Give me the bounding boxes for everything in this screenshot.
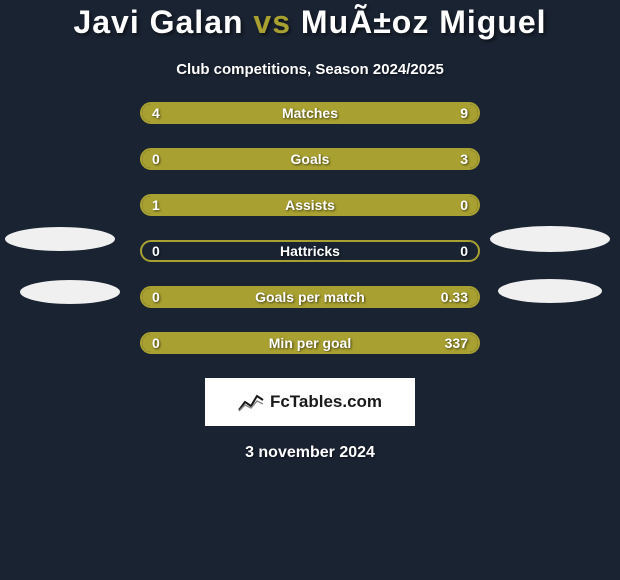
comparison-card: Javi Galan vs MuÃ±oz Miguel Club competi… — [0, 0, 620, 462]
player-photo-placeholder — [498, 279, 602, 303]
stat-row: 0 337 Min per goal — [140, 332, 480, 354]
player-photo-placeholder — [20, 280, 120, 304]
title-vs: vs — [253, 4, 291, 40]
player-photo-placeholder — [5, 227, 115, 251]
page-title: Javi Galan vs MuÃ±oz Miguel — [0, 4, 620, 41]
stat-value-right: 3 — [460, 151, 468, 167]
stat-label: Hattricks — [280, 243, 340, 259]
stat-value-left: 0 — [152, 289, 160, 305]
stat-bar-right — [226, 150, 478, 168]
stat-value-left: 1 — [152, 197, 160, 213]
logo-box: FcTables.com — [205, 378, 415, 426]
stat-row: 0 0 Hattricks — [140, 240, 480, 262]
stat-row: 0 0.33 Goals per match — [140, 286, 480, 308]
player-photo-placeholder — [490, 226, 610, 252]
stat-value-left: 4 — [152, 105, 160, 121]
date-line: 3 november 2024 — [0, 444, 620, 462]
title-player2: MuÃ±oz Miguel — [301, 4, 547, 40]
stat-label: Assists — [285, 197, 335, 213]
stat-label: Min per goal — [269, 335, 351, 351]
stat-value-right: 0 — [460, 243, 468, 259]
title-player1: Javi Galan — [73, 4, 243, 40]
stat-label: Matches — [282, 105, 338, 121]
stat-row: 4 9 Matches — [140, 102, 480, 124]
stat-value-left: 0 — [152, 243, 160, 259]
stat-value-left: 0 — [152, 151, 160, 167]
stat-value-right: 0.33 — [441, 289, 468, 305]
stat-bar-right — [246, 104, 478, 122]
stat-value-right: 0 — [460, 197, 468, 213]
stat-label: Goals per match — [255, 289, 365, 305]
stat-label: Goals — [291, 151, 330, 167]
logo: FcTables.com — [238, 392, 382, 412]
stat-row: 1 0 Assists — [140, 194, 480, 216]
logo-text: FcTables.com — [270, 392, 382, 412]
subtitle: Club competitions, Season 2024/2025 — [0, 61, 620, 78]
stat-value-right: 337 — [445, 335, 468, 351]
logo-icon — [238, 392, 264, 412]
stat-bar-right — [226, 334, 478, 352]
stat-value-right: 9 — [460, 105, 468, 121]
stat-row: 0 3 Goals — [140, 148, 480, 170]
stats-area: 4 9 Matches 0 3 Goals 1 0 Assists 0 0 Hattricks 0 0.3… — [0, 102, 620, 354]
stat-value-left: 0 — [152, 335, 160, 351]
